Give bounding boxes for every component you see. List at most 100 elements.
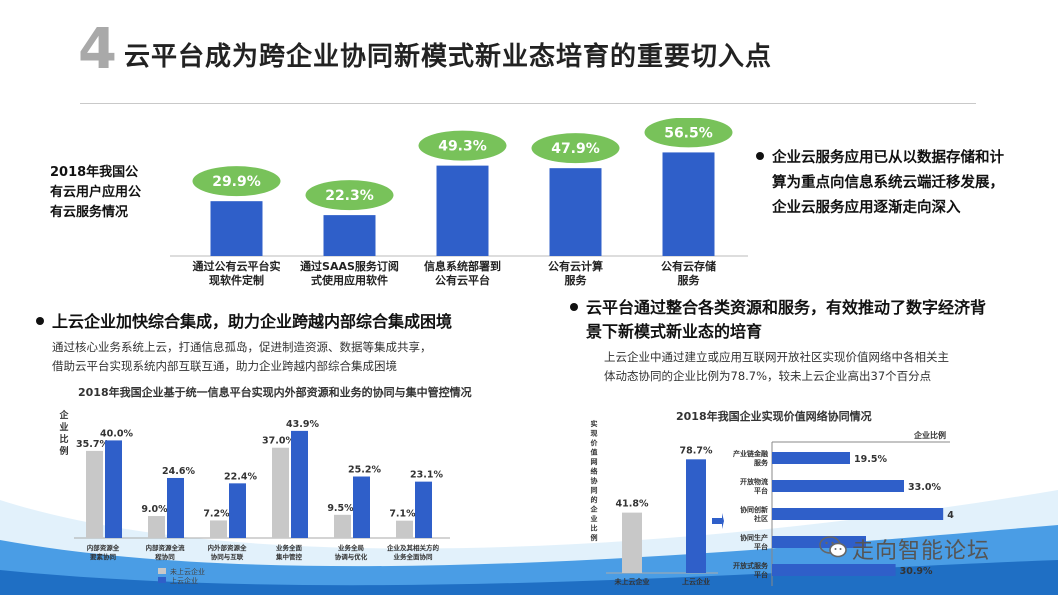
legend-swatch bbox=[158, 568, 166, 574]
bullet-dot bbox=[570, 302, 578, 311]
data-label: 7.1% bbox=[389, 509, 416, 520]
x-tick-label: 要素协同 bbox=[90, 552, 117, 561]
x-tick-label: 业务全面 bbox=[276, 543, 303, 552]
x-tick-label: 式使用应用软件 bbox=[311, 273, 388, 287]
data-label: 25.2% bbox=[348, 465, 381, 476]
y-tick-label: 开放物流 bbox=[740, 477, 768, 486]
x-tick-label: 公有云计算 bbox=[548, 259, 603, 273]
y-tick-label: 产业链金融 bbox=[733, 449, 768, 458]
bar bbox=[272, 447, 289, 538]
bar bbox=[662, 152, 715, 256]
legend-swatch bbox=[158, 577, 166, 583]
legend-label: 上云企业 bbox=[170, 576, 198, 585]
bar bbox=[334, 514, 351, 538]
y-axis-label-char: 例 bbox=[59, 445, 68, 457]
y-axis-label-char: 业 bbox=[59, 421, 68, 433]
arrow-icon bbox=[712, 513, 724, 529]
y-axis-label-char: 协 bbox=[591, 476, 598, 485]
top-right-bullet-line: 企业云服务应用已从以数据存储和计 bbox=[772, 150, 1004, 166]
bar bbox=[86, 450, 103, 538]
bar bbox=[353, 476, 370, 538]
y-tick-label: 协同生产 bbox=[740, 533, 768, 542]
bullet-dot bbox=[756, 152, 764, 160]
x-tick-label: 业务全局 bbox=[338, 543, 365, 552]
bar bbox=[291, 430, 308, 538]
data-label: 37.0% bbox=[262, 436, 295, 447]
data-label: 33.0% bbox=[908, 482, 941, 493]
y-axis-label-char: 企 bbox=[590, 505, 599, 514]
y-tick-label: 服务 bbox=[754, 458, 769, 467]
top-chart-label: 2018年我国公 有云用户应用公 有云服务情况 bbox=[50, 163, 160, 223]
y-axis-label-char: 价 bbox=[591, 439, 599, 447]
x-tick-label: 公有云平台 bbox=[435, 273, 490, 287]
bar bbox=[622, 512, 642, 573]
top-chart-label-line: 有云用户应用公 bbox=[50, 185, 142, 200]
y-axis-label-char: 例 bbox=[591, 533, 598, 542]
bar bbox=[772, 480, 904, 492]
x-tick-label: 上云企业 bbox=[682, 577, 710, 586]
top-right-bullet: 企业云服务应用已从以数据存储和计 算为重点向信息系统云端迁移发展， 企业云服务应… bbox=[756, 146, 1056, 221]
top-chart-label-line: 2018年我国公 bbox=[50, 165, 139, 180]
bar bbox=[415, 481, 432, 538]
left-section: 上云企业加快综合集成，助力企业跨越内部综合集成困境 通过核心业务系统上云，打通信… bbox=[36, 310, 526, 376]
y-axis-label-char: 比 bbox=[591, 524, 598, 533]
slide-title: 云平台成为跨企业协同新模式新业态培育的重要切入点 bbox=[124, 42, 773, 72]
x-tick-label: 通过公有云平台实 bbox=[193, 259, 281, 273]
slide-number: 4 bbox=[78, 17, 117, 82]
x-tick-label: 公有云存储 bbox=[661, 259, 716, 273]
bar bbox=[772, 452, 850, 464]
y-axis-label-char: 比 bbox=[59, 433, 68, 445]
right-section-heading-line: 景下新模式新业态的培育 bbox=[586, 322, 763, 341]
bullet-dot bbox=[36, 316, 44, 325]
data-label: 29.9% bbox=[212, 174, 261, 190]
bar bbox=[105, 440, 122, 538]
data-label: 7.2% bbox=[203, 508, 230, 519]
x-tick-label: 信息系统部署到 bbox=[424, 259, 501, 273]
bar bbox=[167, 477, 184, 538]
y-axis-label-char: 网 bbox=[591, 458, 598, 466]
x-tick-label: 集中管控 bbox=[275, 552, 303, 561]
data-label: 43.9% bbox=[286, 419, 319, 430]
y-tick-label: 协同创新 bbox=[740, 505, 768, 514]
bar bbox=[210, 201, 263, 256]
x-tick-label: 程协同 bbox=[154, 552, 175, 561]
bar bbox=[323, 215, 376, 256]
bar bbox=[772, 508, 944, 520]
value-badge bbox=[305, 180, 394, 211]
value-badge bbox=[192, 166, 281, 197]
x-tick-label: 内部资源全 bbox=[87, 543, 120, 552]
top-right-bullet-line: 企业云服务应用逐渐走向深入 bbox=[772, 200, 961, 216]
y-tick-label: 社区 bbox=[753, 514, 768, 523]
y-axis-label-char: 络 bbox=[591, 467, 598, 476]
top-chart-label-line: 有云服务情况 bbox=[50, 205, 129, 220]
left-section-body-line: 通过核心业务系统上云，打通信息孤岛，促进制造资源、数据等集成共享， bbox=[52, 340, 432, 354]
left-section-heading: 上云企业加快综合集成，助力企业跨越内部综合集成困境 bbox=[52, 312, 453, 331]
right-section-heading-line: 云平台通过整合各类资源和服务，有效推动了数字经济背 bbox=[586, 298, 987, 317]
collab-chart-title: 2018年我国企业基于统一信息平台实现内外部资源和业务的协同与集中管控情况 bbox=[78, 386, 472, 399]
x-tick-label: 未上云企业 bbox=[615, 577, 650, 586]
data-label: 22.3% bbox=[325, 188, 374, 204]
data-label: 49.3% bbox=[438, 139, 487, 155]
y-axis-label-char: 实 bbox=[591, 419, 598, 428]
data-label: 35.7% bbox=[76, 439, 109, 450]
y-tick-label: 平台 bbox=[754, 570, 768, 579]
data-label: 56.5% bbox=[664, 125, 713, 141]
watermark-text: 走向智能论坛 bbox=[852, 539, 991, 564]
bar bbox=[396, 520, 413, 538]
bar bbox=[549, 168, 602, 256]
data-label: 9.5% bbox=[327, 503, 354, 514]
left-section-body-line: 借助云平台实现系统内部互联互通，助力企业跨越内部综合集成困境 bbox=[52, 359, 397, 373]
y-axis-label-char: 业 bbox=[591, 514, 598, 523]
wechat-icon bbox=[819, 536, 847, 558]
x-tick-label: 服务 bbox=[565, 273, 588, 287]
bar bbox=[436, 165, 489, 256]
y-tick-label: 开放式服务 bbox=[733, 561, 769, 570]
y-tick-label: 平台 bbox=[754, 486, 768, 495]
value-badge bbox=[418, 130, 507, 161]
bar bbox=[229, 483, 246, 538]
x-tick-label: 协同与互联 bbox=[211, 552, 244, 561]
data-label: 78.7% bbox=[680, 445, 713, 456]
